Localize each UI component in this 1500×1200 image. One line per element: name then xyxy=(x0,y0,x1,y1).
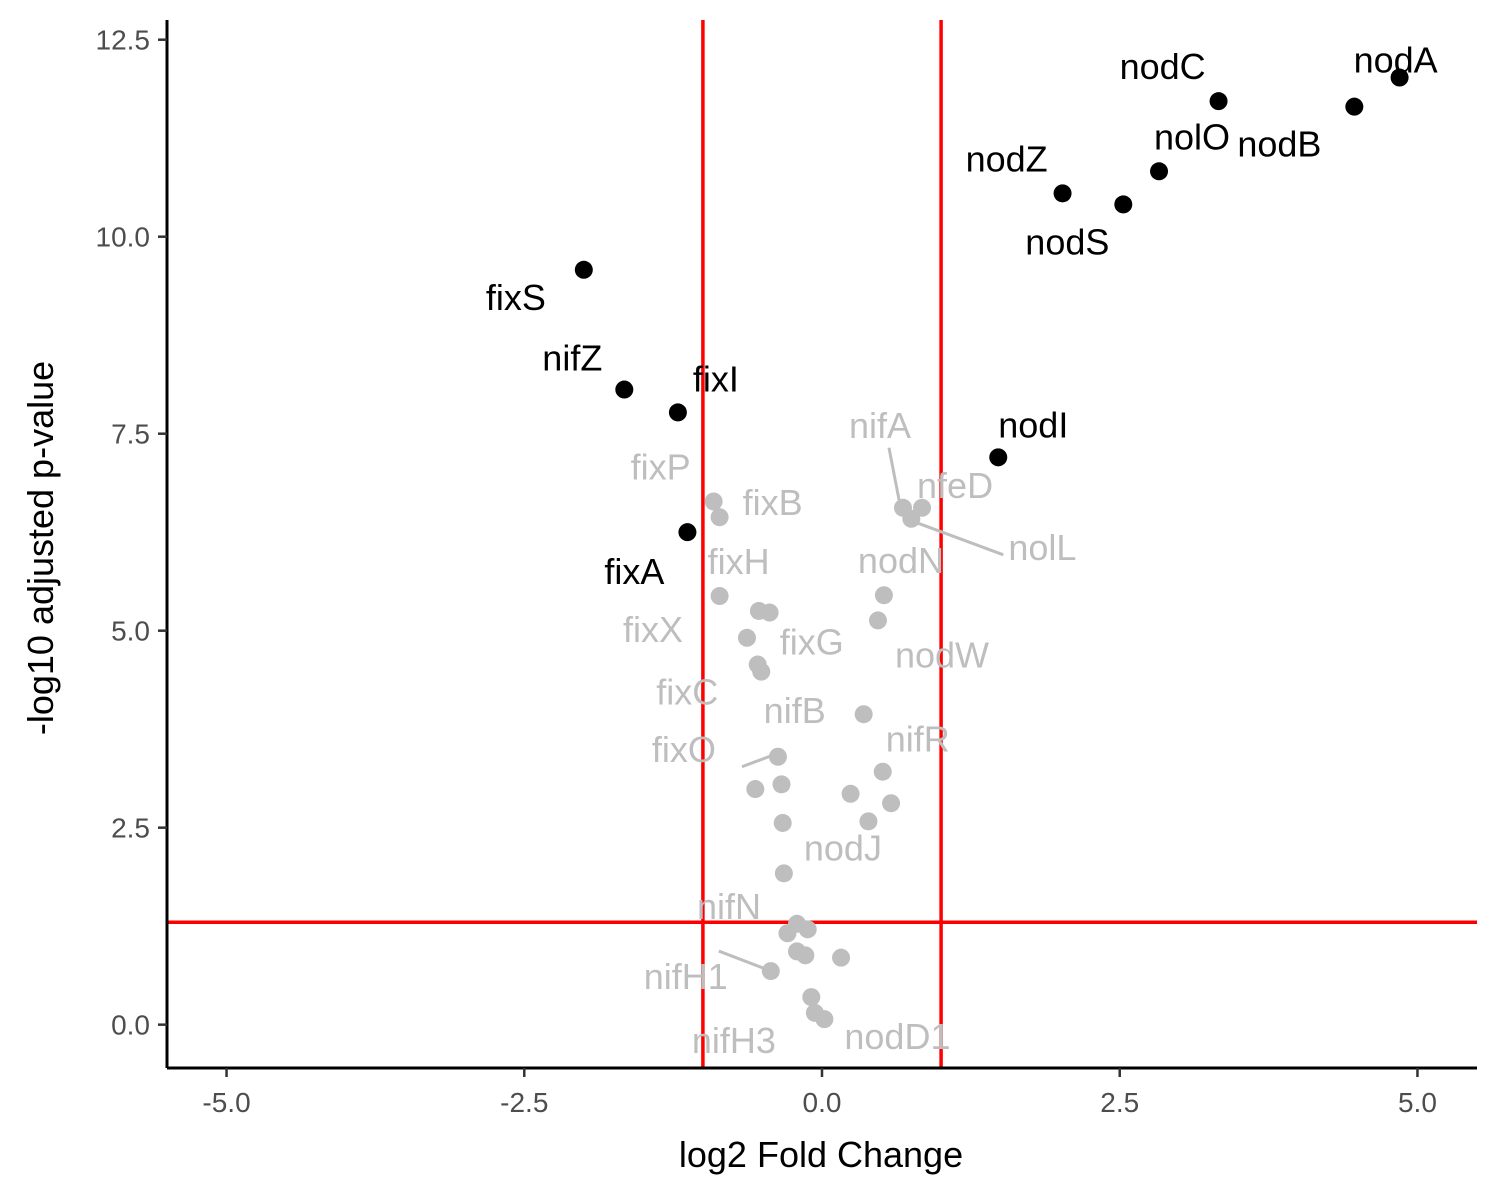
y-tick-label: 2.5 xyxy=(111,813,150,844)
nonsignificant-point xyxy=(874,586,893,605)
point-label-fixs: fixS xyxy=(486,277,546,318)
nonsignificant-point xyxy=(746,780,765,799)
x-axis-ticks: -5.0 -2.5 0.0 2.5 5.0 xyxy=(202,1068,1437,1118)
point-label-nodc: nodC xyxy=(1120,46,1206,87)
point-label-nfed: nfeD xyxy=(917,465,993,506)
nonsignificant-point xyxy=(902,509,921,528)
nonsignificant-point xyxy=(752,662,771,681)
y-tick-label: 5.0 xyxy=(111,616,150,647)
nonsignificant-point xyxy=(854,705,873,724)
nonsignificant-point xyxy=(760,603,779,622)
significant-point xyxy=(668,403,687,422)
significant-point xyxy=(1114,195,1133,214)
nonsignificant-point xyxy=(778,924,797,943)
significant-point xyxy=(1390,68,1409,87)
nonsignificant-point xyxy=(815,1010,834,1029)
nonsignificant-point xyxy=(859,812,878,831)
significant-point xyxy=(1345,97,1364,116)
point-label-fixg: fixG xyxy=(780,622,844,663)
nonsignificant-point xyxy=(761,962,780,981)
point-label-noda: nodA xyxy=(1354,40,1438,81)
point-label-nodb: nodB xyxy=(1237,124,1321,165)
label-connector xyxy=(887,447,902,506)
point-label-nifb: nifB xyxy=(764,690,826,731)
nonsignificant-point xyxy=(882,794,901,813)
nonsignificant-point xyxy=(710,508,729,527)
point-label-nodd1: nodD1 xyxy=(844,1016,950,1057)
point-label-nifz: nifZ xyxy=(542,338,602,379)
nonsignificant-point xyxy=(704,492,723,511)
y-axis-title: -log10 adjusted p-value xyxy=(20,361,61,735)
x-tick-label: 0.0 xyxy=(803,1087,842,1118)
point-label-nodi: nodI xyxy=(998,404,1068,445)
nonsignificant-point xyxy=(772,775,791,794)
y-tick-label: 7.5 xyxy=(111,419,150,450)
point-label-nifa: nifA xyxy=(849,405,911,446)
y-tick-label: 12.5 xyxy=(96,25,151,56)
y-tick-label: 10.0 xyxy=(96,222,151,253)
label-connectors xyxy=(718,447,1004,971)
point-label-nodw: nodW xyxy=(895,634,989,675)
significant-point xyxy=(989,448,1008,467)
nonsignificant-point xyxy=(913,498,932,517)
point-label-nolo: nolO xyxy=(1154,116,1230,157)
x-tick-label: 2.5 xyxy=(1100,1087,1139,1118)
label-connector xyxy=(718,949,767,971)
point-label-nifr: nifR xyxy=(886,719,950,760)
significant-point xyxy=(574,260,593,279)
point-label-nifh1: nifH1 xyxy=(644,956,728,997)
point-label-fixo: fixO xyxy=(652,729,716,770)
point-label-noll: nolL xyxy=(1008,527,1076,568)
nonsignificant-point xyxy=(873,762,892,781)
nonsignificant-point xyxy=(710,587,729,606)
point-label-nodz: nodZ xyxy=(966,138,1048,179)
point-label-fixx: fixX xyxy=(623,609,683,650)
nonsignificant-point xyxy=(773,813,792,832)
axes: 0.0 2.5 5.0 7.5 10.0 12.5 -5.0 -2.5 0.0 2.5 5.0 xyxy=(96,20,1477,1118)
point-label-nodj: nodJ xyxy=(804,827,882,868)
nonsignificant-point xyxy=(768,747,787,766)
significant-point xyxy=(1150,162,1169,181)
significant-point xyxy=(1209,92,1228,111)
point-label-fixi: fixI xyxy=(693,358,739,399)
threshold-lines xyxy=(167,20,1477,1068)
x-tick-label: -2.5 xyxy=(500,1087,548,1118)
y-axis-ticks: 0.0 2.5 5.0 7.5 10.0 12.5 xyxy=(96,25,167,1041)
significant-point xyxy=(678,523,697,542)
point-label-nods: nodS xyxy=(1025,221,1109,262)
data-points xyxy=(574,68,1409,1029)
nonsignificant-point xyxy=(868,611,887,630)
nonsignificant-point xyxy=(796,946,815,965)
nonsignificant-point xyxy=(737,628,756,647)
x-tick-label: -5.0 xyxy=(202,1087,250,1118)
significant-point xyxy=(1053,184,1072,203)
point-label-fixc: fixC xyxy=(656,672,718,713)
significant-point xyxy=(615,380,634,399)
x-axis-title: log2 Fold Change xyxy=(679,1134,963,1175)
point-label-fixa: fixA xyxy=(604,551,664,592)
nonsignificant-point xyxy=(802,988,821,1007)
nonsignificant-point xyxy=(774,864,793,883)
point-label-fixh: fixH xyxy=(708,541,770,582)
nonsignificant-point xyxy=(798,920,817,939)
x-tick-label: 5.0 xyxy=(1398,1087,1437,1118)
point-label-fixp: fixP xyxy=(631,446,691,487)
nonsignificant-point xyxy=(841,784,860,803)
label-connector xyxy=(741,753,775,769)
point-label-nifn: nifN xyxy=(697,886,761,927)
point-label-nifh3: nifH3 xyxy=(692,1020,776,1061)
point-label-fixb: fixB xyxy=(743,482,803,523)
nonsignificant-point xyxy=(832,948,851,967)
y-tick-label: 0.0 xyxy=(111,1010,150,1041)
point-label-nodn: nodN xyxy=(858,540,944,581)
label-connector xyxy=(913,520,1004,557)
